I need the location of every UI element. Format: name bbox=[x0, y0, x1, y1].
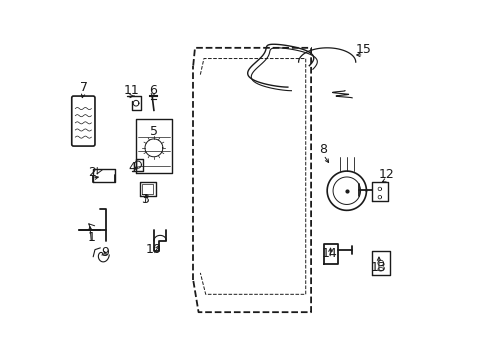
Text: 11: 11 bbox=[123, 84, 139, 97]
Text: 7: 7 bbox=[79, 81, 88, 94]
Text: 3: 3 bbox=[141, 193, 149, 206]
Text: 12: 12 bbox=[378, 168, 394, 181]
Text: 1: 1 bbox=[87, 231, 96, 244]
FancyBboxPatch shape bbox=[72, 96, 95, 146]
Text: 4: 4 bbox=[128, 161, 136, 174]
Text: 5: 5 bbox=[150, 125, 158, 138]
Text: 10: 10 bbox=[145, 243, 161, 256]
Text: 9: 9 bbox=[102, 246, 110, 258]
Text: 8: 8 bbox=[319, 143, 328, 156]
Text: 14: 14 bbox=[322, 247, 338, 260]
Text: 6: 6 bbox=[149, 84, 157, 97]
Text: 2: 2 bbox=[88, 166, 96, 179]
Text: 15: 15 bbox=[356, 43, 371, 56]
Text: 13: 13 bbox=[371, 261, 387, 274]
